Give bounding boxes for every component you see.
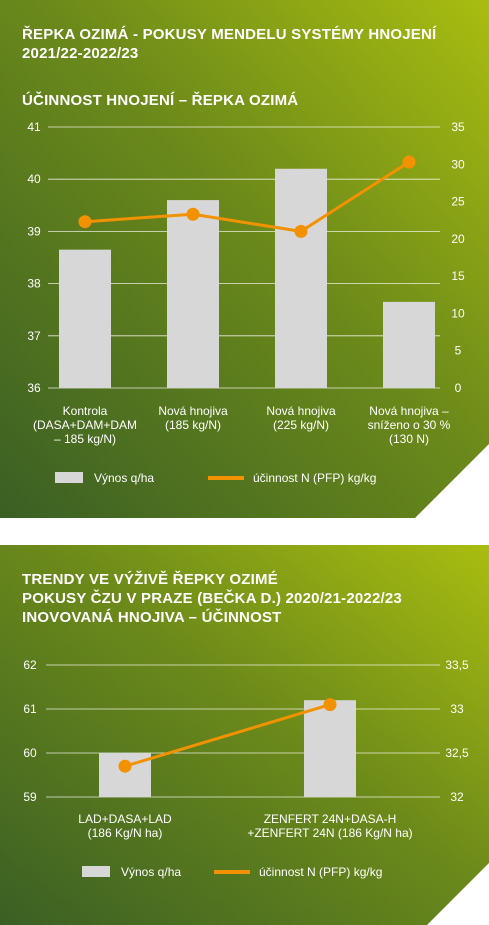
y-left-tick-label: 59 <box>23 790 37 804</box>
category-label: Nová hnojiva <box>266 404 336 418</box>
y-right-tick-label: 32,5 <box>445 746 469 760</box>
y-left-tick-label: 39 <box>27 224 41 238</box>
efficiency-line <box>124 703 331 768</box>
category-label: LAD+DASA+LAD <box>78 812 172 826</box>
y-left-tick-label: 41 <box>27 120 41 134</box>
bar <box>304 700 356 797</box>
efficiency-line <box>84 160 410 233</box>
corner-cut <box>427 863 489 925</box>
y-right-tick-label: 0 <box>455 381 462 395</box>
y-right-tick-label: 30 <box>451 157 465 171</box>
efficiency-point <box>78 215 92 229</box>
efficiency-point <box>294 224 308 238</box>
chart-2-title-line-2: POKUSY ČZU V PRAZE (BEČKA D.) 2020/21-20… <box>22 590 402 607</box>
efficiency-point <box>118 759 132 773</box>
legend-bar-label: Výnos q/ha <box>121 865 181 879</box>
y-left-tick-label: 62 <box>23 658 37 672</box>
y-right-tick-label: 25 <box>451 195 465 209</box>
y-left-tick-label: 60 <box>23 746 37 760</box>
chart-2-title-line-1: TRENDY VE VÝŽIVĚ ŘEPKY OZIMÉ <box>22 571 278 588</box>
category-label: (DASA+DAM+DAM <box>33 418 137 432</box>
y-right-tick-label: 15 <box>451 269 465 283</box>
y-right-tick-label: 10 <box>451 306 465 320</box>
category-label: Nová hnojiva – <box>369 404 449 418</box>
category-label: sníženo o 30 % <box>368 418 451 432</box>
y-right-tick-label: 33 <box>450 702 464 716</box>
panel-background <box>0 545 489 925</box>
category-label: +ZENFERT 24N (186 Kg/N ha) <box>247 826 412 840</box>
category-label: – 185 kg/N) <box>54 432 116 446</box>
chart-2: 59 60 61 62 32 32,5 33 33,5 LAD+DASA+LAD(186 Kg/… <box>0 545 489 925</box>
category-label: (185 kg/N) <box>165 418 221 432</box>
chart-1: 36 37 38 39 40 41 0 5 10 15 20 25 30 35 Kontrola(DASA+… <box>0 0 489 518</box>
efficiency-point <box>402 155 416 169</box>
bar <box>59 249 111 388</box>
legend-line-label: účinnost N (PFP) kg/kg <box>259 865 382 879</box>
efficiency-point <box>323 698 337 712</box>
chart-1-title-line-2: 2021/22-2022/23 <box>22 45 139 62</box>
legend-bar-swatch <box>55 472 83 483</box>
category-label: Nová hnojiva <box>158 404 228 418</box>
bar <box>383 301 435 388</box>
chart-1-subtitle: ÚČINNOST HNOJENÍ – ŘEPKA OZIMÁ <box>22 92 299 109</box>
category-label: (225 kg/N) <box>273 418 329 432</box>
category-label: Kontrola <box>63 404 108 418</box>
y-right-tick-label: 32 <box>450 790 464 804</box>
y-right-tick-label: 20 <box>451 232 465 246</box>
y-left-tick-label: 36 <box>27 381 41 395</box>
y-right-tick-label: 35 <box>451 120 465 134</box>
chart-panel-1: 36 37 38 39 40 41 0 5 10 15 20 25 30 35 Kontrola (DASA+… <box>0 0 489 518</box>
bar <box>167 200 219 388</box>
legend-bar-swatch <box>82 866 110 877</box>
chart-1-title-line-1: ŘEPKA OZIMÁ - POKUSY MENDELU SYSTÉMY HNO… <box>22 26 437 43</box>
legend-line-label: účinnost N (PFP) kg/kg <box>253 471 376 485</box>
y-left-tick-label: 61 <box>23 702 37 716</box>
y-right-tick-label: 5 <box>455 344 462 358</box>
category-label: (186 Kg/N ha) <box>88 826 163 840</box>
y-left-tick-label: 38 <box>27 277 41 291</box>
y-left-tick-label: 40 <box>27 172 41 186</box>
chart-2-title-line-3: INOVOVANÁ HNOJIVA – ÚČINNOST <box>22 609 282 626</box>
bar <box>275 168 327 388</box>
category-label: ZENFERT 24N+DASA-H <box>264 812 397 826</box>
legend-bar-label: Výnos q/ha <box>94 471 154 485</box>
corner-cut <box>415 444 489 518</box>
y-right-tick-label: 33,5 <box>445 658 469 672</box>
chart-panel-2: 59 60 61 62 32 32,5 33 33,5 LAD+DASA+LAD (186 Kg/… <box>0 545 489 925</box>
category-label: (130 N) <box>389 432 429 446</box>
y-left-tick-label: 37 <box>27 329 41 343</box>
efficiency-point <box>186 207 200 221</box>
